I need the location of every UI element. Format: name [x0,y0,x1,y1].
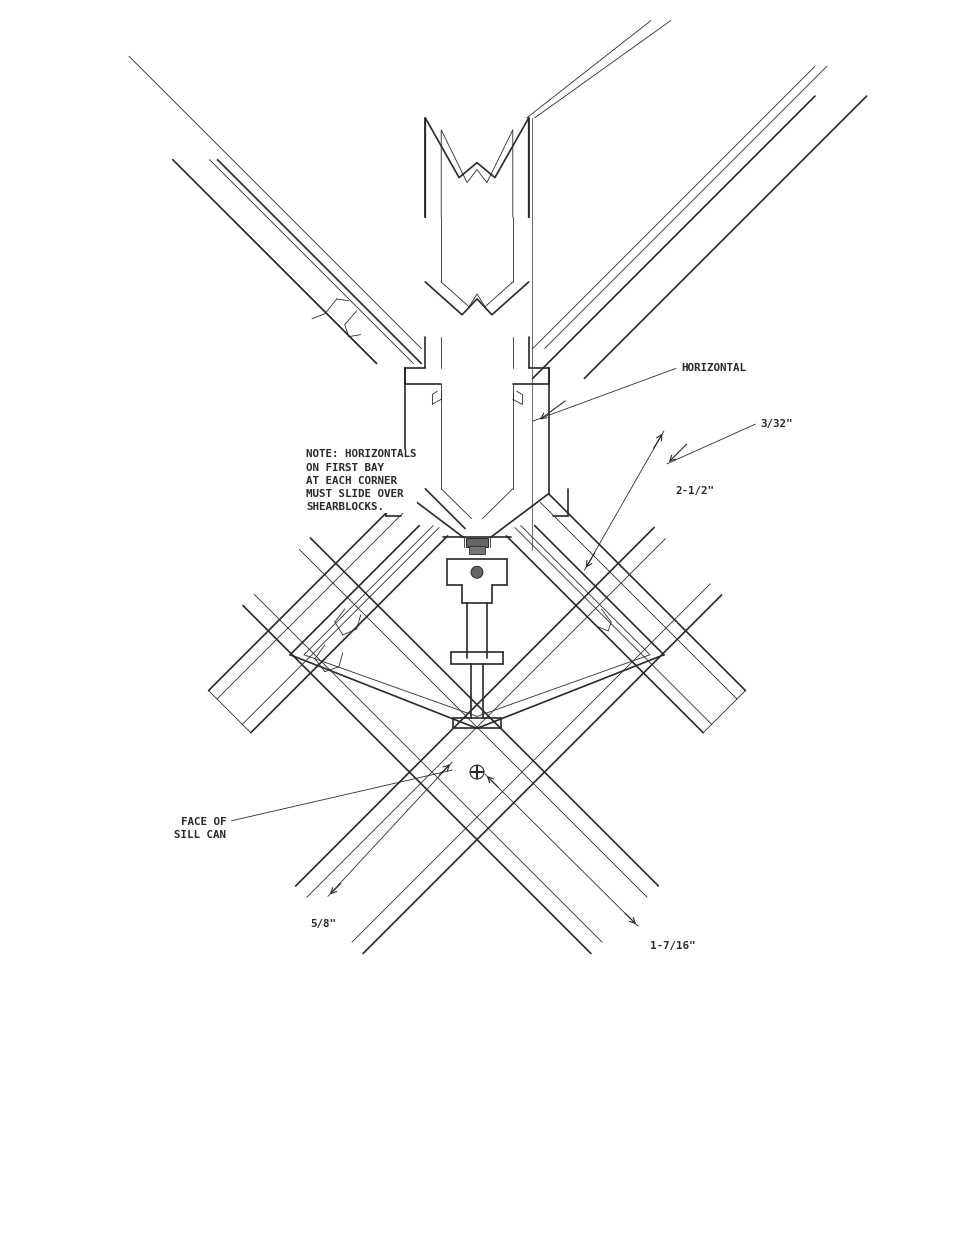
Text: FACE OF
SILL CAN: FACE OF SILL CAN [174,818,226,840]
Text: HORIZONTAL: HORIZONTAL [680,363,745,373]
Text: 3/32": 3/32" [760,419,792,429]
FancyBboxPatch shape [468,546,485,553]
Text: 5/8": 5/8" [310,919,335,929]
Text: 1-7/16": 1-7/16" [649,941,695,951]
Circle shape [471,567,482,578]
Text: 2-1/2": 2-1/2" [675,485,714,495]
Circle shape [470,766,483,779]
Text: NOTE: HORIZONTALS
ON FIRST BAY
AT EACH CORNER
MUST SLIDE OVER
SHEARBLOCKS.: NOTE: HORIZONTALS ON FIRST BAY AT EACH C… [306,450,416,513]
FancyBboxPatch shape [465,537,488,547]
